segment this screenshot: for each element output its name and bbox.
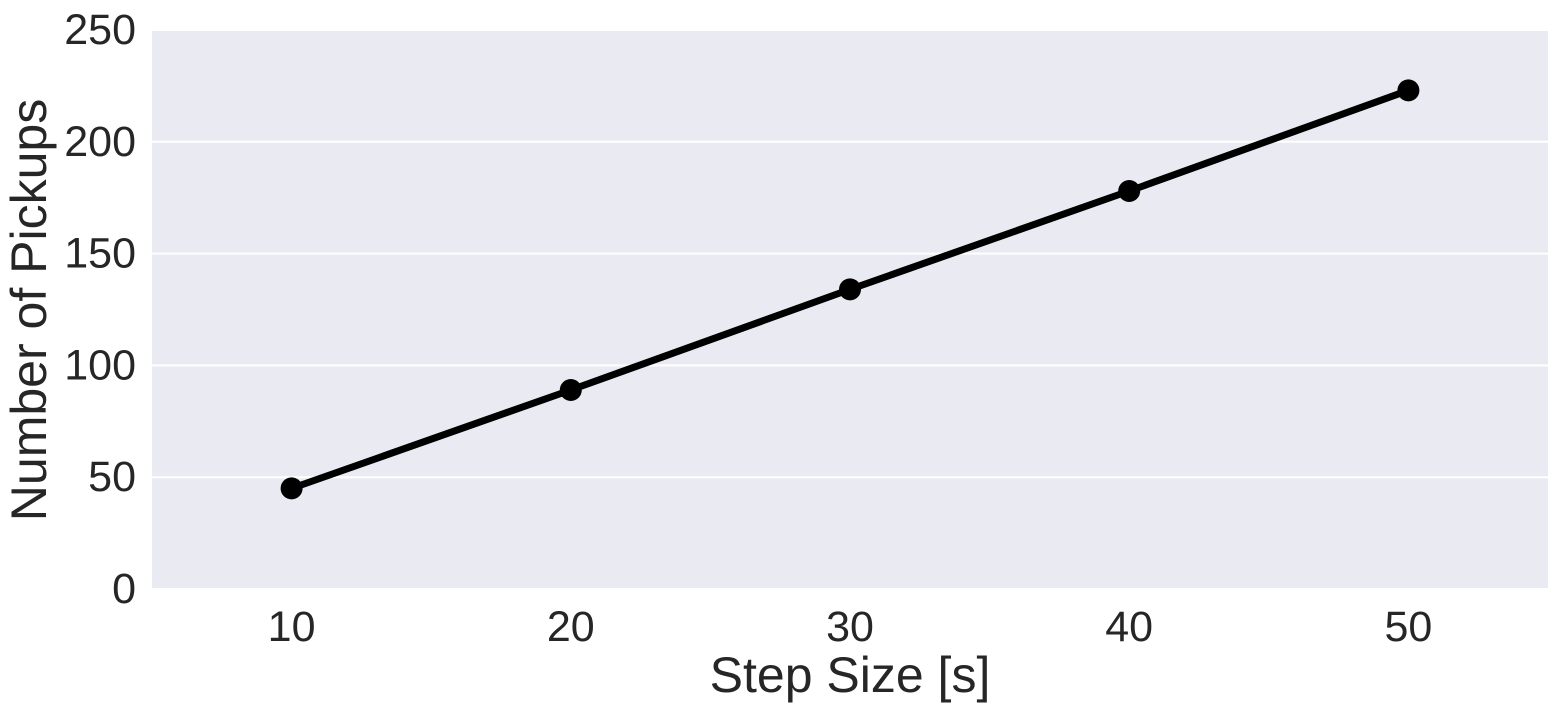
x-tick-label: 40 [1105, 603, 1153, 651]
y-tick-label: 250 [64, 6, 136, 54]
y-tick-label: 150 [64, 230, 136, 278]
y-axis-label: Number of Pickups [1, 99, 57, 521]
series-group [280, 79, 1420, 500]
y-axis-ticks: 0 50 100 150 200 250 [64, 6, 136, 613]
data-point [1118, 179, 1141, 202]
data-point [1397, 79, 1420, 102]
y-tick-label: 200 [64, 118, 136, 166]
data-point [559, 378, 582, 401]
x-tick-label: 20 [547, 603, 595, 651]
y-tick-label: 100 [64, 341, 136, 389]
grid-lines [152, 29, 1548, 590]
x-tick-label: 30 [826, 603, 874, 651]
x-tick-label: 10 [268, 603, 316, 651]
x-axis-ticks: 10 20 30 40 50 [268, 603, 1433, 651]
x-axis-label: Step Size [s] [710, 647, 991, 703]
y-tick-label: 0 [112, 565, 136, 613]
data-point [839, 278, 861, 301]
data-point [280, 477, 303, 500]
y-tick-label: 50 [88, 453, 136, 501]
x-tick-label: 50 [1384, 603, 1432, 651]
